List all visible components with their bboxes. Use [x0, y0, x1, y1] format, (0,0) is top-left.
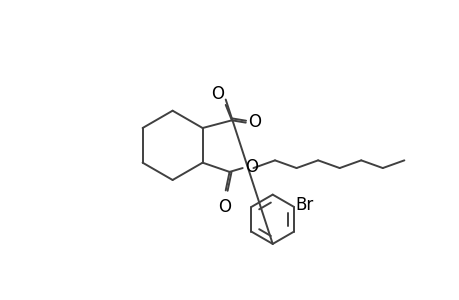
Text: O: O — [245, 158, 257, 176]
Text: Br: Br — [295, 196, 313, 214]
Text: O: O — [217, 198, 230, 216]
Text: O: O — [211, 85, 224, 103]
Text: O: O — [247, 113, 260, 131]
